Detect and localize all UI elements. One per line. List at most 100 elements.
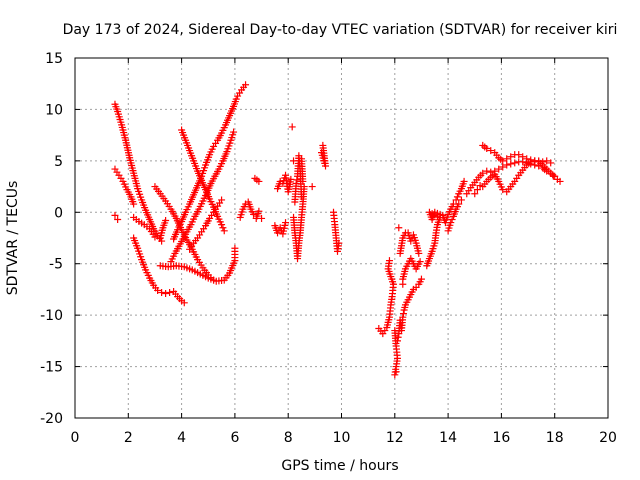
data-point xyxy=(547,159,555,167)
data-point xyxy=(231,244,239,252)
data-point xyxy=(335,239,343,247)
series-arc-g xyxy=(156,244,239,285)
x-tick-label: 12 xyxy=(386,430,404,446)
data-point xyxy=(218,221,226,229)
data-point xyxy=(473,186,481,194)
data-point xyxy=(130,200,138,208)
x-tick-label: 6 xyxy=(230,430,239,446)
data-point xyxy=(258,214,266,222)
data-point xyxy=(407,237,415,245)
data-point xyxy=(535,157,543,165)
data-point xyxy=(507,153,515,161)
series-arc-k xyxy=(167,128,238,266)
data-point xyxy=(162,217,170,225)
y-tick-label: 10 xyxy=(45,102,63,118)
data-point xyxy=(399,310,407,318)
series-arc-a xyxy=(111,100,166,245)
data-point xyxy=(242,81,250,89)
data-point xyxy=(393,337,401,345)
data-point xyxy=(219,224,227,232)
data-point xyxy=(318,149,326,157)
series-arc-f xyxy=(156,217,170,242)
y-tick-label: 5 xyxy=(54,154,63,170)
x-axis-title: GPS time / hours xyxy=(281,458,398,474)
x-tick-labels: 0 2 4 6 8 10 12 14 16 18 20 xyxy=(71,430,617,446)
data-point xyxy=(282,219,290,227)
data-point xyxy=(539,158,547,166)
series-arc-d xyxy=(130,234,188,307)
series-arc-c xyxy=(111,211,122,223)
grid-lines xyxy=(75,58,608,418)
data-point xyxy=(180,299,188,307)
data-point xyxy=(499,157,507,165)
data-point xyxy=(483,145,491,153)
x-tick-label: 14 xyxy=(439,430,457,446)
series-arc-b xyxy=(111,165,138,208)
data-point xyxy=(299,177,307,185)
data-point xyxy=(515,151,523,159)
x-tick-label: 16 xyxy=(492,430,510,446)
data-point xyxy=(523,155,531,163)
data-point xyxy=(417,275,425,283)
data-markers xyxy=(111,81,564,379)
data-point xyxy=(448,215,456,223)
data-point xyxy=(218,196,226,204)
data-point xyxy=(288,123,296,131)
series-arc-j xyxy=(170,95,240,243)
data-point xyxy=(395,224,403,232)
data-point xyxy=(111,211,119,219)
data-point xyxy=(232,95,240,103)
x-tick-label: 0 xyxy=(71,430,80,446)
series-arc-m xyxy=(234,81,250,100)
data-point xyxy=(230,128,238,136)
x-tick-label: 8 xyxy=(284,430,293,446)
x-tick-label: 10 xyxy=(333,430,351,446)
data-point xyxy=(543,157,551,165)
data-point xyxy=(220,227,228,235)
y-tick-label: -10 xyxy=(40,308,63,324)
data-point xyxy=(166,289,174,297)
data-point xyxy=(210,276,218,284)
data-point xyxy=(255,207,263,215)
data-point xyxy=(495,165,503,173)
x-tick-label: 18 xyxy=(546,430,564,446)
tick-marks xyxy=(74,57,609,419)
data-point xyxy=(114,215,122,223)
data-point xyxy=(391,371,399,379)
data-point xyxy=(255,177,263,185)
data-point xyxy=(162,290,170,298)
y-tick-label: -20 xyxy=(40,411,63,427)
data-point xyxy=(503,155,511,163)
data-point xyxy=(447,219,455,227)
y-axis-title: SDTVAR / TECUs xyxy=(5,181,21,296)
data-point xyxy=(476,182,484,190)
data-point xyxy=(399,280,407,288)
x-tick-label: 2 xyxy=(124,430,133,446)
data-point xyxy=(300,183,308,191)
data-point xyxy=(453,193,461,201)
series-arc-r xyxy=(479,157,555,196)
data-point xyxy=(519,153,527,161)
data-point xyxy=(385,257,393,265)
y-tick-label: -5 xyxy=(49,257,63,273)
series-arc-s xyxy=(471,182,484,198)
data-point xyxy=(250,210,258,218)
data-point xyxy=(415,249,423,257)
data-point xyxy=(392,368,400,376)
series-arc-o xyxy=(423,177,468,270)
x-tick-label: 4 xyxy=(177,430,186,446)
chart-title: Day 173 of 2024, Sidereal Day-to-day VTE… xyxy=(63,22,618,38)
data-point xyxy=(483,167,491,175)
data-point xyxy=(460,177,468,185)
series-arc-l xyxy=(186,196,226,253)
data-point xyxy=(154,286,162,294)
data-point xyxy=(158,289,166,297)
series-cluster-7to8 xyxy=(271,123,308,263)
data-point xyxy=(394,333,402,341)
data-point xyxy=(151,233,159,241)
data-point xyxy=(399,313,407,321)
series-cluster-9to10 xyxy=(308,141,343,255)
data-point xyxy=(471,190,479,198)
